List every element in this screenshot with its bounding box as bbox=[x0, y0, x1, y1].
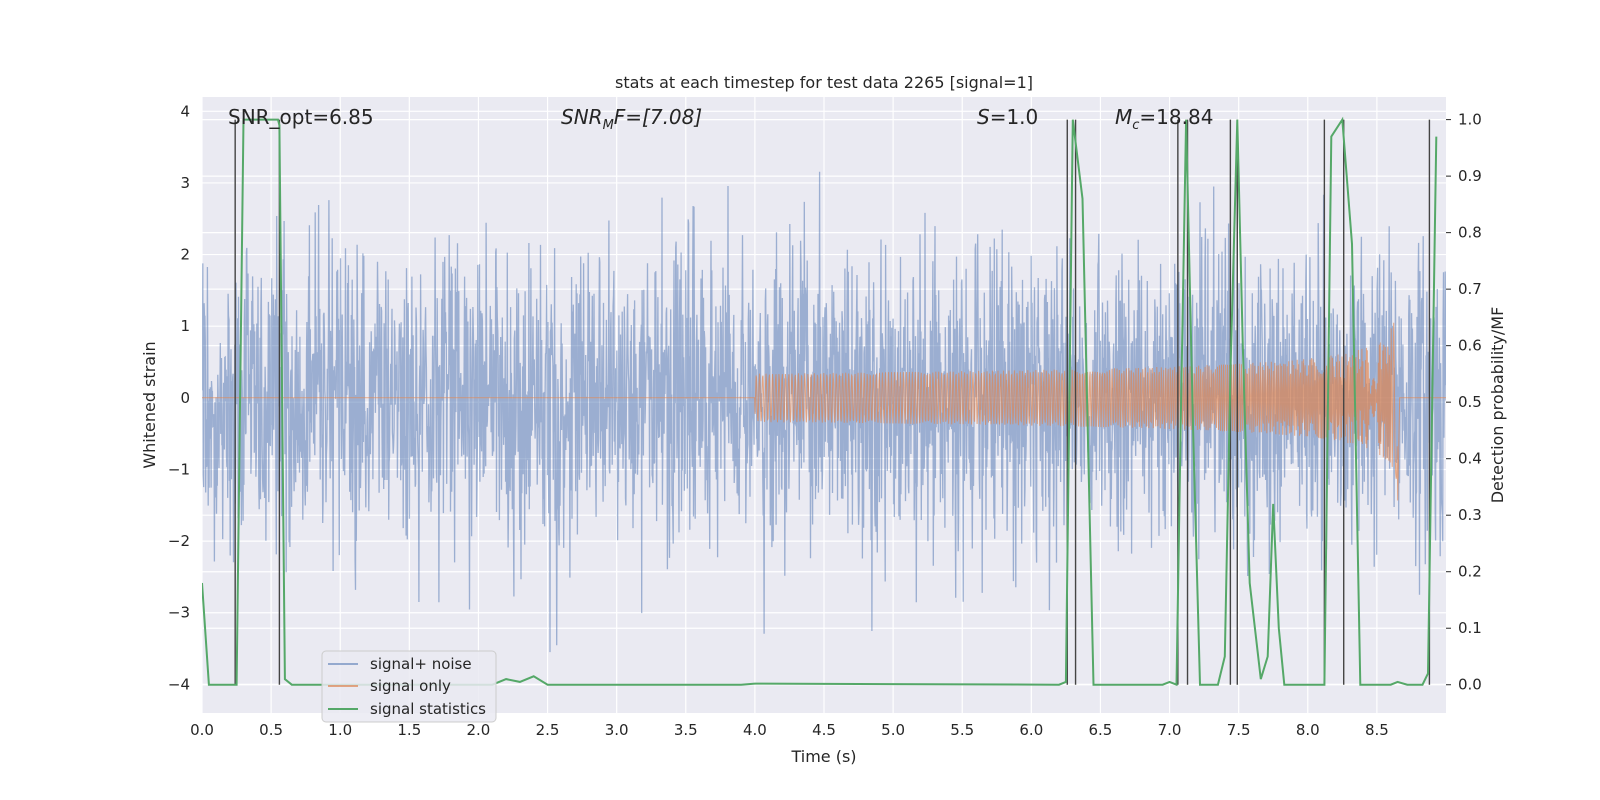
y-right-tick-label: 0.3 bbox=[1458, 506, 1482, 524]
legend-box bbox=[321, 650, 497, 723]
annotation-mc-sub: c bbox=[1132, 118, 1139, 133]
annotation-snr-mf-var: SNR bbox=[561, 105, 603, 129]
annotation-s: S=1.0 bbox=[977, 105, 1038, 129]
annotation-snr-mf-rest: F=[7.08] bbox=[614, 105, 702, 129]
annotation-mc: Mc=18.84 bbox=[1115, 105, 1213, 133]
annotation-s-var: S bbox=[977, 105, 990, 129]
annotation-s-rest: =1.0 bbox=[990, 105, 1039, 129]
y-axis-right-label: Detection probability/MF bbox=[1488, 307, 1507, 504]
legend-label-noise: signal+ noise bbox=[370, 655, 472, 673]
y-right-tick-label: 0.8 bbox=[1458, 224, 1482, 242]
signal-noise-series bbox=[202, 171, 1446, 653]
y-right-tick-label: 0.7 bbox=[1458, 280, 1482, 298]
x-tick-label: 4.5 bbox=[812, 721, 836, 739]
annotation-snr-mf-sub: M bbox=[603, 118, 614, 133]
annotation-snr-opt: SNR_opt=6.85 bbox=[228, 105, 374, 129]
y-right-tick-label: 0.0 bbox=[1458, 676, 1482, 694]
x-tick-label: 3.0 bbox=[605, 721, 629, 739]
y-right-tick-label: 1.0 bbox=[1458, 111, 1482, 129]
y-tick-label: −1 bbox=[168, 460, 190, 478]
x-tick-label: 8.0 bbox=[1296, 721, 1320, 739]
y-axis-ticks: −4 −3 −2 −1 0 1 2 3 4 bbox=[168, 102, 190, 693]
x-tick-label: 4.0 bbox=[743, 721, 767, 739]
y-right-tick-label: 0.1 bbox=[1458, 619, 1482, 637]
annotation-mc-var: M bbox=[1115, 105, 1132, 129]
y-tick-label: −4 bbox=[168, 675, 190, 693]
x-tick-label: 1.0 bbox=[328, 721, 352, 739]
annotation-mc-rest: =18.84 bbox=[1139, 105, 1213, 129]
x-tick-label: 8.5 bbox=[1365, 721, 1389, 739]
x-tick-label: 0.5 bbox=[259, 721, 283, 739]
y-tick-label: −2 bbox=[168, 532, 190, 550]
x-tick-label: 5.0 bbox=[881, 721, 905, 739]
y-tick-label: 2 bbox=[180, 246, 190, 264]
x-tick-label: 7.5 bbox=[1227, 721, 1251, 739]
x-tick-label: 7.0 bbox=[1158, 721, 1182, 739]
x-tick-label: 5.5 bbox=[950, 721, 974, 739]
y-right-tick-label: 0.9 bbox=[1458, 167, 1482, 185]
legend: signal+ noise signal only signal statist… bbox=[321, 650, 497, 723]
y-axis-right-ticks: 0.0 0.1 0.2 0.3 0.4 0.5 0.6 0.7 0.8 0.9 1.0 bbox=[1446, 111, 1482, 694]
x-tick-label: 1.5 bbox=[397, 721, 421, 739]
signal-only-series bbox=[202, 322, 1446, 501]
vertical-markers bbox=[234, 119, 1431, 685]
legend-label-signal: signal only bbox=[370, 677, 451, 695]
y-tick-label: −3 bbox=[168, 604, 190, 622]
y-tick-label: 0 bbox=[180, 389, 190, 407]
y-right-tick-label: 0.4 bbox=[1458, 450, 1482, 468]
signal-statistics-series bbox=[202, 116, 1438, 687]
x-tick-label: 6.0 bbox=[1019, 721, 1043, 739]
x-axis-label: Time (s) bbox=[790, 747, 856, 766]
x-tick-label: 6.5 bbox=[1089, 721, 1113, 739]
x-tick-label: 2.0 bbox=[467, 721, 491, 739]
y-tick-label: 3 bbox=[180, 174, 190, 192]
y-right-tick-label: 0.6 bbox=[1458, 337, 1482, 355]
y-right-tick-label: 0.5 bbox=[1458, 393, 1482, 411]
x-tick-label: 3.5 bbox=[674, 721, 698, 739]
y-axis-label: Whitened strain bbox=[140, 341, 159, 468]
y-right-tick-label: 0.2 bbox=[1458, 563, 1482, 581]
x-axis-ticks: 0.0 0.5 1.0 1.5 2.0 2.5 3.0 3.5 4.0 4.5 5.0 5.5 6.0 6… bbox=[190, 721, 1389, 739]
y-tick-label: 1 bbox=[180, 317, 190, 335]
y-tick-label: 4 bbox=[180, 102, 190, 120]
annotation-snr-mf: SNRMF=[7.08] bbox=[561, 105, 702, 133]
chart-title: stats at each timestep for test data 226… bbox=[615, 73, 1033, 92]
x-tick-label: 0.0 bbox=[190, 721, 214, 739]
legend-label-statistics: signal statistics bbox=[370, 700, 486, 718]
x-tick-label: 2.5 bbox=[536, 721, 560, 739]
